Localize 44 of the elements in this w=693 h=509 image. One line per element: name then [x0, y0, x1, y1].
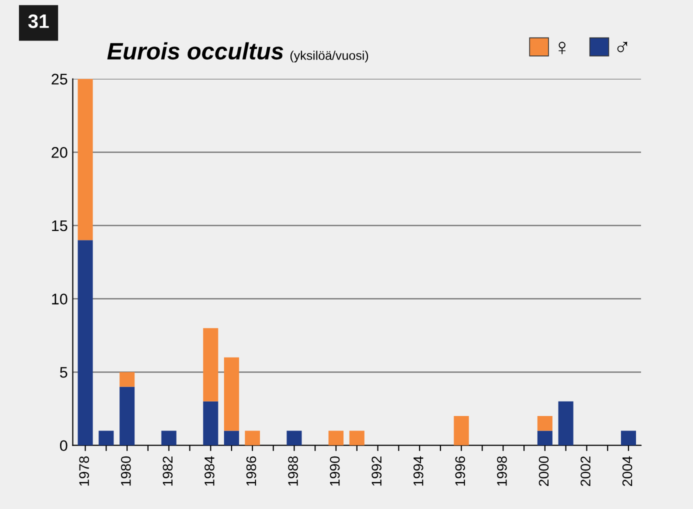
x-tick-label: 1992 [372, 456, 382, 486]
y-tick-label: 15 [52, 220, 68, 232]
x-tick-label: 1994 [413, 456, 424, 486]
x-tick-label: 1986 [246, 456, 256, 486]
x-tick-label: 1996 [455, 456, 466, 486]
x-tick-label: 2000 [538, 456, 549, 486]
bar [78, 240, 93, 446]
chart-title: Eurois occultus [107, 42, 284, 60]
y-tick-label: 0 [60, 440, 68, 452]
legend-label: ♂ [617, 42, 628, 52]
legend-label: ♀ [558, 42, 566, 54]
x-tick-label: 1982 [162, 456, 173, 486]
bar [98, 430, 114, 446]
bar [161, 430, 176, 446]
bar [537, 430, 552, 446]
bar [78, 78, 93, 240]
chart-subtitle: (yksilöä/vuosi) [290, 50, 368, 62]
x-tick-label: 2004 [622, 456, 632, 486]
y-tick-label: 5 [60, 367, 68, 378]
y-tick-label: 20 [52, 147, 68, 158]
x-tick-label: 1990 [330, 456, 340, 486]
bar [203, 328, 218, 402]
bar [224, 430, 240, 446]
bar [558, 401, 574, 446]
bar [620, 430, 636, 446]
bar [203, 401, 218, 446]
x-tick-label: 1998 [497, 456, 507, 486]
bar [120, 372, 135, 387]
x-tick-label: 1988 [288, 456, 298, 486]
text: 31 [28, 14, 49, 28]
x-tick-label: 1978 [79, 456, 90, 486]
y-tick-label: 10 [52, 294, 68, 304]
bar [244, 430, 260, 446]
x-tick-label: 1984 [204, 456, 214, 486]
x-tick-label: 2002 [580, 456, 590, 486]
bar [537, 416, 552, 431]
bar [349, 430, 364, 446]
bar [328, 430, 344, 446]
bar [120, 386, 135, 446]
y-tick-label: 25 [52, 74, 68, 85]
bar [286, 430, 302, 446]
bar [224, 357, 240, 431]
x-tick-label: 1980 [120, 456, 131, 486]
bar [454, 416, 469, 446]
